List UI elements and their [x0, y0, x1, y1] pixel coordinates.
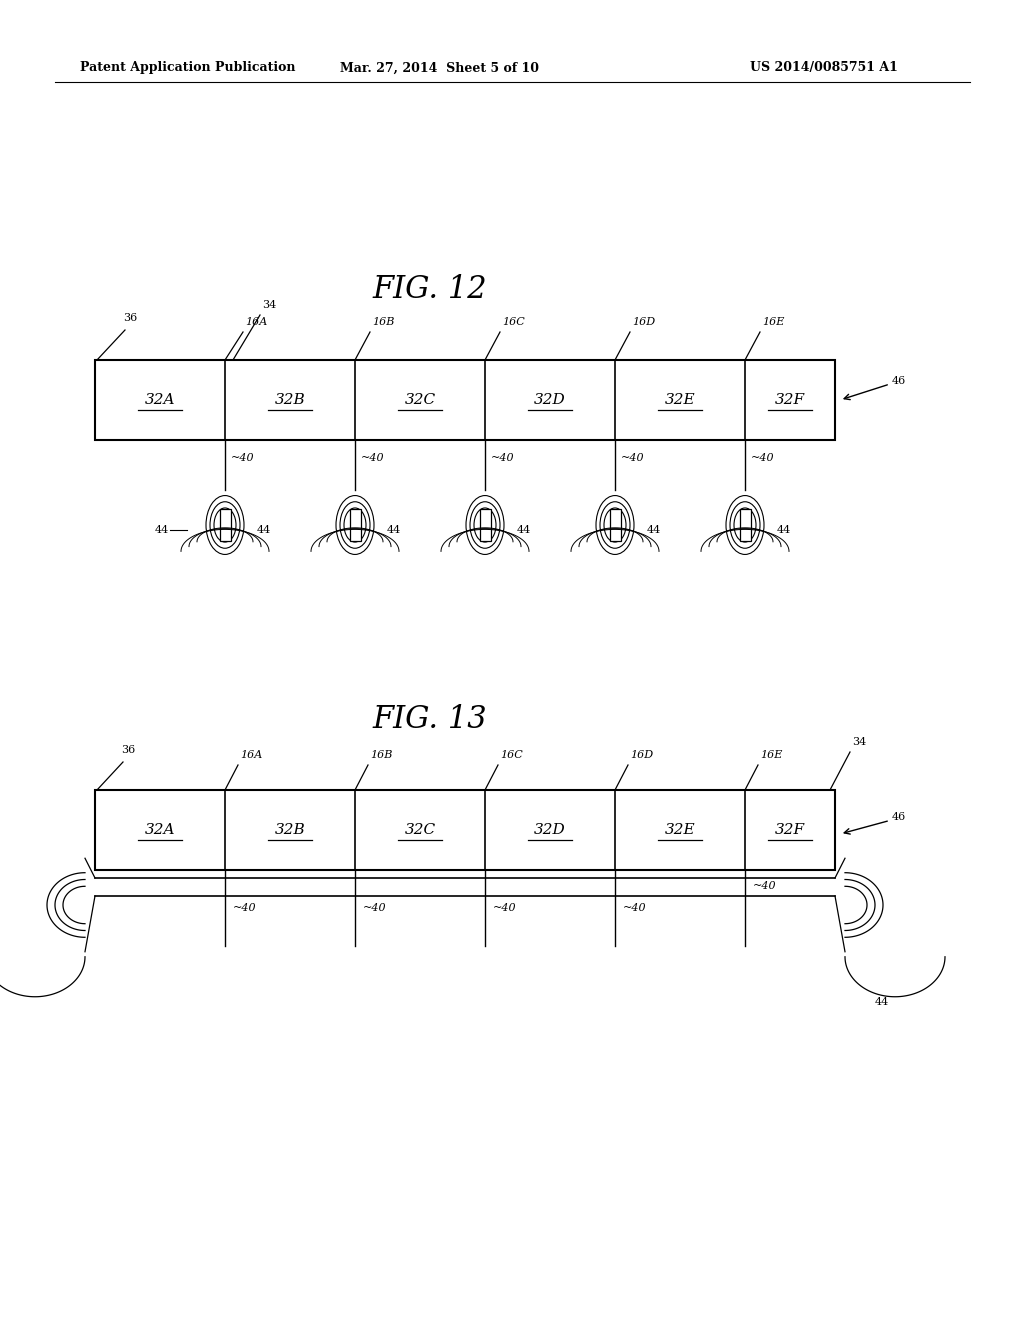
Ellipse shape — [726, 495, 764, 554]
Text: ~40: ~40 — [493, 903, 517, 913]
Bar — [95, 360, 835, 440]
Ellipse shape — [470, 502, 500, 548]
Bar — [479, 510, 490, 541]
Ellipse shape — [600, 502, 630, 548]
Text: 46: 46 — [892, 376, 906, 385]
Text: 32F: 32F — [775, 822, 805, 837]
Text: ~40: ~40 — [621, 453, 645, 463]
Text: 44: 44 — [517, 525, 531, 535]
Text: 32C: 32C — [404, 393, 435, 407]
Text: 16E: 16E — [760, 750, 782, 760]
Bar — [609, 510, 621, 541]
Text: 34: 34 — [262, 300, 276, 310]
Ellipse shape — [604, 508, 626, 543]
Text: 32B: 32B — [274, 822, 305, 837]
Text: Mar. 27, 2014  Sheet 5 of 10: Mar. 27, 2014 Sheet 5 of 10 — [341, 62, 540, 74]
Ellipse shape — [340, 502, 370, 548]
Ellipse shape — [596, 495, 634, 554]
Text: 16C: 16C — [502, 317, 524, 327]
Text: ~40: ~40 — [361, 453, 385, 463]
Text: 32E: 32E — [665, 822, 695, 837]
Ellipse shape — [214, 508, 236, 543]
Text: FIG. 12: FIG. 12 — [373, 275, 487, 305]
Text: 32C: 32C — [404, 822, 435, 837]
Text: 32A: 32A — [144, 822, 175, 837]
Text: 44: 44 — [777, 525, 792, 535]
Text: 32D: 32D — [535, 393, 566, 407]
Ellipse shape — [466, 495, 504, 554]
Text: 16A: 16A — [240, 750, 262, 760]
Text: 34: 34 — [852, 737, 866, 747]
Text: 32E: 32E — [665, 393, 695, 407]
Bar — [95, 789, 835, 870]
Text: Patent Application Publication: Patent Application Publication — [80, 62, 296, 74]
Text: US 2014/0085751 A1: US 2014/0085751 A1 — [750, 62, 898, 74]
Text: ~40: ~40 — [751, 453, 774, 463]
Text: 32B: 32B — [274, 393, 305, 407]
Text: ~40: ~40 — [490, 453, 515, 463]
Text: 16E: 16E — [762, 317, 784, 327]
Text: 16C: 16C — [500, 750, 522, 760]
Text: ~40: ~40 — [233, 903, 257, 913]
Text: 36: 36 — [121, 744, 135, 755]
Text: 44: 44 — [647, 525, 662, 535]
Text: 16D: 16D — [630, 750, 653, 760]
Text: 44: 44 — [387, 525, 401, 535]
Text: 36: 36 — [123, 313, 137, 323]
Text: 46: 46 — [892, 812, 906, 822]
Bar — [349, 510, 360, 541]
Ellipse shape — [336, 495, 374, 554]
Text: 44: 44 — [155, 525, 169, 535]
Text: ~40: ~40 — [753, 880, 776, 891]
Ellipse shape — [206, 495, 244, 554]
Text: ~40: ~40 — [623, 903, 646, 913]
Text: 44: 44 — [257, 525, 271, 535]
Text: 16B: 16B — [370, 750, 392, 760]
Ellipse shape — [730, 502, 760, 548]
Text: 32F: 32F — [775, 393, 805, 407]
Text: 16A: 16A — [245, 317, 267, 327]
Text: 32A: 32A — [144, 393, 175, 407]
Ellipse shape — [734, 508, 756, 543]
Ellipse shape — [210, 502, 240, 548]
Text: 16D: 16D — [632, 317, 655, 327]
Ellipse shape — [344, 508, 366, 543]
Text: 44: 44 — [874, 997, 889, 1007]
Text: ~40: ~40 — [362, 903, 387, 913]
Text: ~40: ~40 — [231, 453, 255, 463]
Ellipse shape — [474, 508, 496, 543]
Text: 16B: 16B — [372, 317, 394, 327]
Bar — [219, 510, 230, 541]
Bar — [739, 510, 751, 541]
Text: FIG. 13: FIG. 13 — [373, 705, 487, 735]
Text: 32D: 32D — [535, 822, 566, 837]
